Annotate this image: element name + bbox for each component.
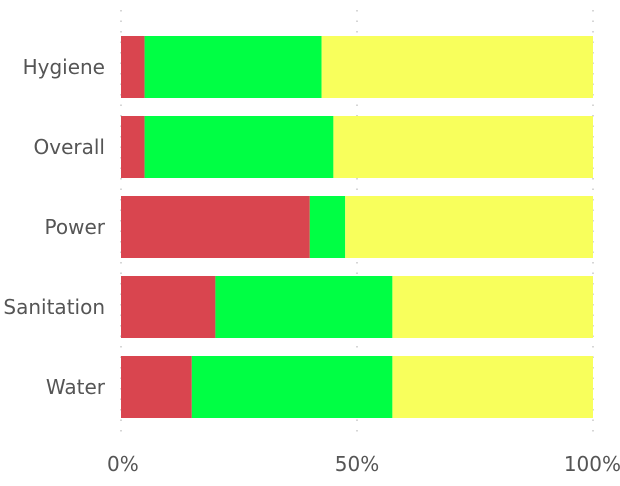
bar-segment <box>333 116 593 178</box>
bar-segment <box>144 116 334 178</box>
bar-segment <box>144 36 322 98</box>
bar-segment <box>309 196 346 258</box>
bar-segment <box>392 356 593 418</box>
bars-group <box>121 36 593 418</box>
x-tick-label: 0% <box>107 452 139 476</box>
category-label: Sanitation <box>3 295 105 319</box>
bar-segment <box>121 356 192 418</box>
bar-segment <box>121 276 216 338</box>
bar-segment <box>392 276 593 338</box>
category-label: Overall <box>34 135 105 159</box>
bar-segment <box>191 356 393 418</box>
bar-segment <box>121 196 310 258</box>
bar-segment <box>215 276 393 338</box>
category-label: Hygiene <box>23 55 105 79</box>
bar-segment <box>321 36 593 98</box>
category-label: Water <box>46 375 106 399</box>
bar-segment <box>121 116 145 178</box>
bar-segment <box>121 36 145 98</box>
category-label: Power <box>45 215 106 239</box>
category-labels: Hygiene Overall Power Sanitation Water <box>3 55 105 399</box>
x-tick-label: 100% <box>564 452 620 476</box>
x-tick-label: 50% <box>335 452 379 476</box>
bar-segment <box>345 196 593 258</box>
x-axis-tick-labels: 0% 50% 100% <box>107 452 620 476</box>
